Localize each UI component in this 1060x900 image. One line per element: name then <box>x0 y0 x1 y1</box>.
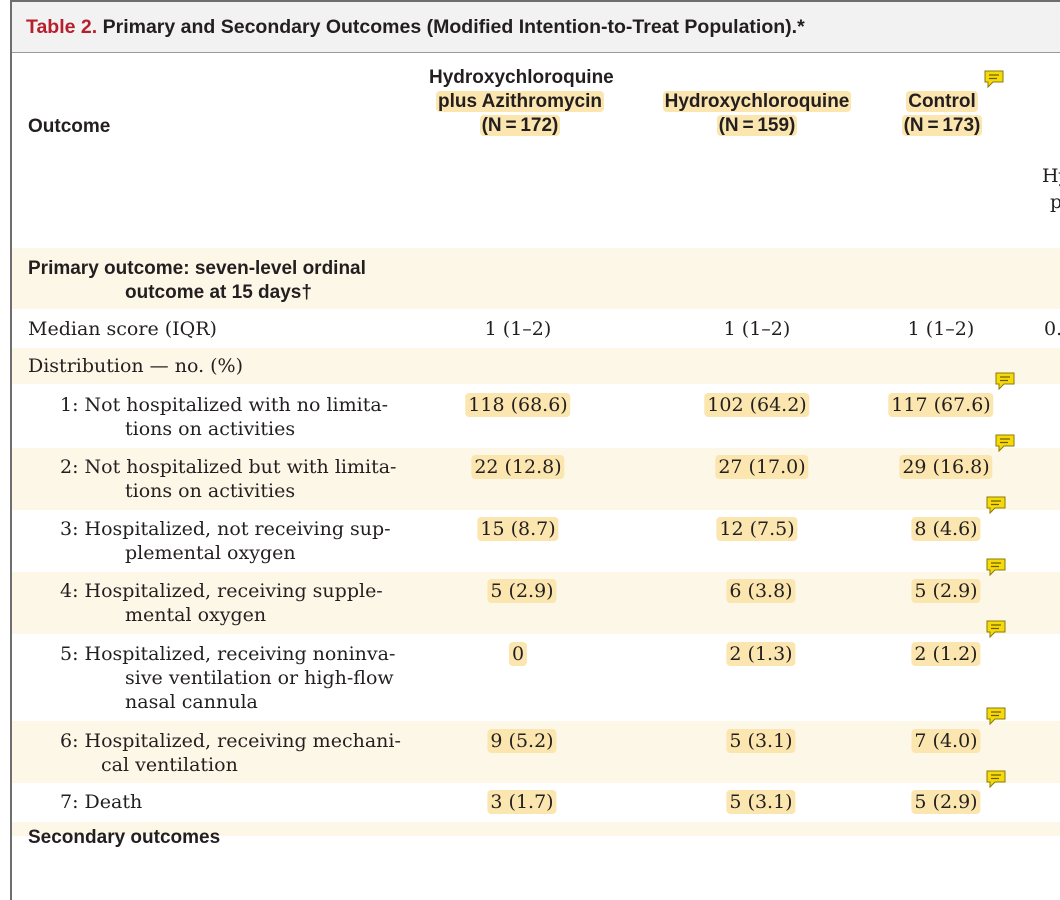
column-header-line: Hydroxychloroquine <box>429 67 614 88</box>
cut-header-line: p <box>1050 191 1060 213</box>
column-header-line: (N = 172) <box>479 115 561 136</box>
row-label: mental oxygen <box>125 604 267 626</box>
column-header-line: (N = 173) <box>901 115 983 136</box>
row-value-control: 7 (4.0) <box>911 729 981 753</box>
comment-icon[interactable] <box>985 769 1007 789</box>
row-label: 4: Hospitalized, receiving supple- <box>60 580 383 602</box>
row-value-hcq-azithro: 9 (5.2) <box>487 729 557 753</box>
row-label: 7: Death <box>60 791 143 813</box>
row-label: 3: Hospitalized, not receiving sup- <box>60 518 391 540</box>
row-value-hcq: 2 (1.3) <box>726 642 796 666</box>
row-label: tions on activities <box>125 480 296 502</box>
row-value-control: 5 (2.9) <box>911 790 981 814</box>
median-value-hcq: 1 (1–2) <box>723 318 791 340</box>
cut-header-line: Hy <box>1042 165 1060 187</box>
row-value-hcq-azithro: 118 (68.6) <box>465 393 571 417</box>
comment-icon[interactable] <box>994 433 1016 453</box>
row-label: tions on activities <box>125 418 296 440</box>
median-value-hcq-azithro: 1 (1–2) <box>484 318 552 340</box>
column-header-hcq-azithro: Hydroxychloroquine plus Azithromycin (N … <box>429 66 614 138</box>
table-frame <box>10 0 1060 900</box>
primary-outcome-heading: outcome at 15 days† <box>125 282 312 303</box>
distribution-band <box>12 348 1060 384</box>
row-value-control: 117 (67.6) <box>888 393 994 417</box>
row-value-hcq-azithro: 15 (8.7) <box>477 517 559 541</box>
row-label: 2: Not hospitalized but with limita- <box>60 456 397 478</box>
median-value-control: 1 (1–2) <box>907 318 975 340</box>
secondary-band <box>12 822 1060 836</box>
row-value-hcq-azithro: 0 <box>508 642 528 666</box>
row-value-hcq-azithro: 5 (2.9) <box>487 579 557 603</box>
secondary-outcome-heading: Secondary outcomes <box>28 827 221 848</box>
median-value-cut: 0. <box>1044 318 1060 340</box>
table-title: Table 2. Primary and Secondary Outcomes … <box>26 16 805 39</box>
comment-icon[interactable] <box>985 619 1007 639</box>
row-value-hcq: 12 (7.5) <box>716 517 798 541</box>
row-value-hcq-azithro: 3 (1.7) <box>487 790 557 814</box>
table-label: Table 2. <box>26 16 98 38</box>
row-value-control: 2 (1.2) <box>911 642 981 666</box>
comment-icon[interactable] <box>983 69 1005 89</box>
table-title-text: Primary and Secondary Outcomes (Modified… <box>102 16 805 38</box>
row-value-control: 29 (16.8) <box>899 455 993 479</box>
comment-icon[interactable] <box>994 371 1016 391</box>
comment-icon[interactable] <box>985 706 1007 726</box>
column-header-hcq: Hydroxychloroquine (N = 159) <box>662 90 852 138</box>
row-label: 6: Hospitalized, receiving mechani- <box>60 730 401 752</box>
column-header-line: Hydroxychloroquine <box>662 91 852 112</box>
primary-outcome-heading: Primary outcome: seven-level ordinal <box>28 258 366 279</box>
distribution-label: Distribution — no. (%) <box>28 355 244 377</box>
comment-icon[interactable] <box>985 495 1007 515</box>
column-header-line: (N = 159) <box>716 115 798 136</box>
row-value-hcq: 102 (64.2) <box>704 393 810 417</box>
row-label: sive ventilation or high-flow <box>125 667 394 689</box>
row-value-hcq: 5 (3.1) <box>726 729 796 753</box>
table-title-bar: Table 2. Primary and Secondary Outcomes … <box>12 2 1060 53</box>
primary-outcome-band <box>12 248 1060 309</box>
column-header-line: plus Azithromycin <box>436 91 604 112</box>
row-label: 5: Hospitalized, receiving noninva- <box>60 643 396 665</box>
row-value-hcq: 5 (3.1) <box>726 790 796 814</box>
row-label: 1: Not hospitalized with no limita- <box>60 394 389 416</box>
row-value-hcq: 6 (3.8) <box>726 579 796 603</box>
row-label: cal ventilation <box>101 754 238 776</box>
comment-icon[interactable] <box>985 557 1007 577</box>
median-score-label: Median score (IQR) <box>28 318 217 340</box>
row-value-hcq: 27 (17.0) <box>715 455 809 479</box>
column-header-line: Control <box>906 91 978 112</box>
row-label: plemental oxygen <box>125 542 296 564</box>
row-value-control: 8 (4.6) <box>911 517 981 541</box>
column-header-control: Control (N = 173) <box>896 90 988 138</box>
row-value-hcq-azithro: 22 (12.8) <box>471 455 565 479</box>
outcome-header: Outcome <box>28 116 111 137</box>
row-value-control: 5 (2.9) <box>911 579 981 603</box>
row-label: nasal cannula <box>125 691 258 713</box>
